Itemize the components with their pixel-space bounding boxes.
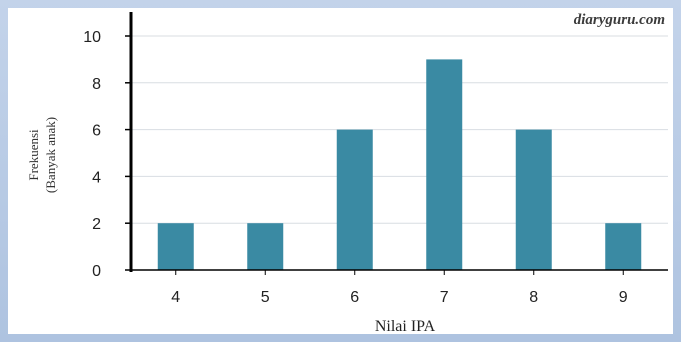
y-tick-label: 8 <box>92 76 101 93</box>
bar <box>515 129 552 270</box>
gridlines <box>125 35 668 271</box>
y-tick-label: 6 <box>92 123 101 140</box>
bar <box>157 223 194 270</box>
y-tick-label: 2 <box>92 216 101 233</box>
y-tick-label: 4 <box>92 169 101 186</box>
y-tick-label: 0 <box>92 263 101 280</box>
bar <box>426 59 463 271</box>
x-tick-label: 4 <box>171 289 180 306</box>
watermark: diaryguru.com <box>573 12 665 28</box>
bar <box>247 223 284 270</box>
y-axis-label-line: Frekuensi <box>26 129 41 181</box>
y-axis-label-line: (Banyak anak) <box>43 117 58 193</box>
bar <box>605 223 642 270</box>
x-tick-label: 7 <box>440 289 449 306</box>
y-axis-label: Frekuensi (Banyak anak) <box>26 117 58 193</box>
bar <box>336 129 373 270</box>
x-axis-label: Nilai IPA <box>375 318 436 335</box>
bars <box>157 59 642 271</box>
x-tick-label: 9 <box>619 289 628 306</box>
x-tick-labels: 4 5 6 7 8 9 <box>171 270 628 306</box>
y-tick-labels: 0 2 4 6 8 10 <box>83 29 101 280</box>
x-tick-label: 6 <box>350 289 359 306</box>
y-tick-label: 10 <box>83 29 101 46</box>
x-tick-label: 5 <box>261 289 270 306</box>
x-tick-label: 8 <box>529 289 538 306</box>
